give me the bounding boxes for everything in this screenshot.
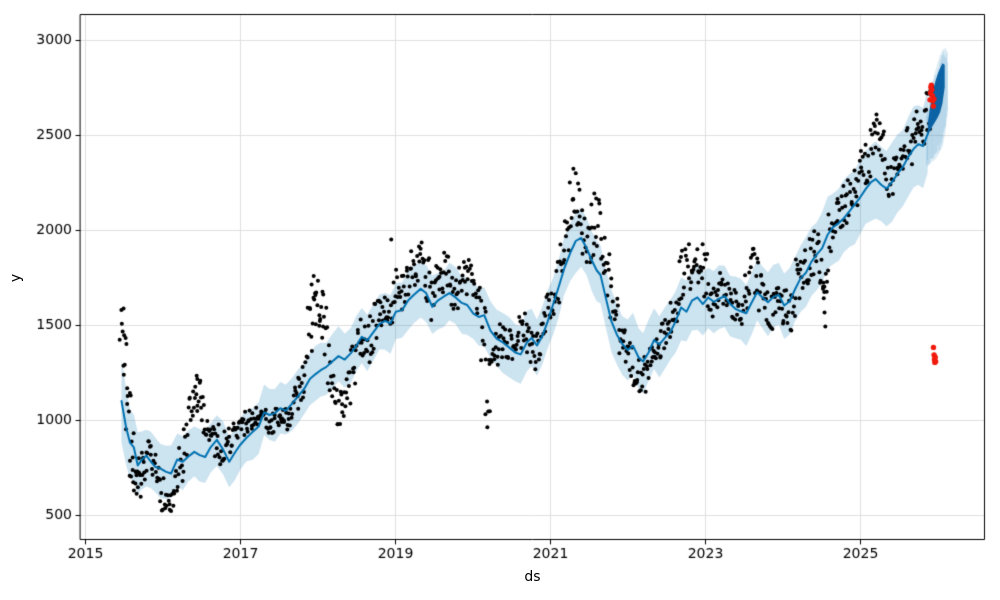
y-axis-label: y	[8, 273, 24, 283]
x-axis-label: ds	[524, 569, 541, 585]
